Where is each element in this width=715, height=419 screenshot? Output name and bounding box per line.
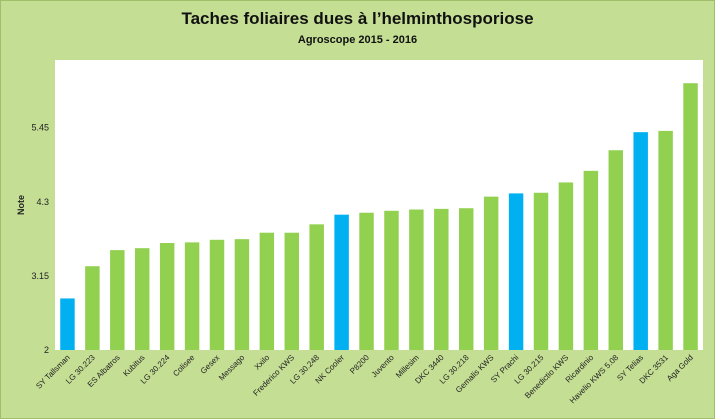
bar xyxy=(583,170,599,350)
chart-title: Taches foliaires dues à l’helminthospori… xyxy=(181,9,534,28)
x-tick-label: Messago xyxy=(217,353,247,383)
bar xyxy=(683,83,698,350)
bar xyxy=(135,248,150,350)
x-tick-label: Havelio KWS 5.08 xyxy=(568,353,621,406)
bar xyxy=(85,266,100,350)
y-tick-label: 3.15 xyxy=(31,271,49,281)
bar xyxy=(334,214,349,350)
plot-area xyxy=(55,60,703,350)
bar xyxy=(384,210,399,350)
x-tick-label: Benedictio KWS xyxy=(523,353,570,400)
bar xyxy=(558,182,574,350)
y-axis-title: Note xyxy=(16,195,26,215)
bar xyxy=(159,243,175,350)
bar xyxy=(209,239,225,350)
x-tick-label: Juvento xyxy=(370,353,397,380)
y-tick-label: 4.3 xyxy=(36,197,49,207)
y-tick-label: 2 xyxy=(44,345,49,355)
y-axis-ticks: 2 3.15 4.3 5.45 xyxy=(31,123,49,355)
x-tick-label: Colisee xyxy=(171,353,197,379)
bar xyxy=(608,150,623,350)
bar xyxy=(658,130,673,350)
bar xyxy=(533,192,549,350)
bar xyxy=(184,242,200,350)
bar xyxy=(508,193,524,350)
x-tick-label: Gesex xyxy=(199,353,222,376)
bar xyxy=(234,239,250,350)
bar xyxy=(110,250,125,350)
bar xyxy=(409,209,424,350)
bar xyxy=(434,208,449,350)
bar xyxy=(284,232,299,350)
bar xyxy=(633,132,648,350)
x-tick-label: Xxilo xyxy=(253,353,272,372)
bar xyxy=(259,232,275,350)
bar xyxy=(309,224,324,350)
bar xyxy=(459,208,474,350)
x-tick-label: P8200 xyxy=(348,353,371,376)
bar xyxy=(359,212,374,350)
x-tick-label: SY Tallsman xyxy=(34,353,72,391)
bar xyxy=(60,298,75,350)
bars-group xyxy=(60,83,698,350)
chart-subtitle: Agroscope 2015 - 2016 xyxy=(297,34,418,46)
y-tick-label: 5.45 xyxy=(31,123,49,133)
bar xyxy=(483,196,499,350)
x-tick-label: Aga Gold xyxy=(665,353,695,383)
